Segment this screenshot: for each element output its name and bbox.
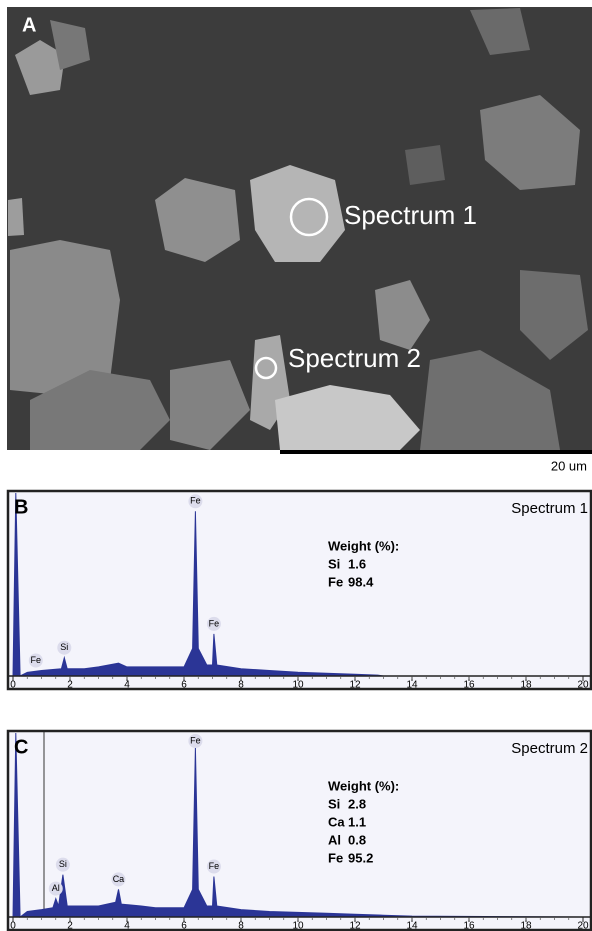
x-tick-label: 14 <box>406 680 418 691</box>
panel-frame <box>6 729 592 931</box>
x-tick-label: 18 <box>520 921 532 931</box>
spectrum-area <box>12 492 583 677</box>
peak-label: Fe <box>209 861 220 871</box>
x-tick-label: 12 <box>349 921 361 931</box>
weight-value: 0.8 <box>348 832 366 847</box>
peak-label-bubble <box>111 872 126 887</box>
x-tick-label: 4 <box>124 921 130 931</box>
spot-label: Spectrum 2 <box>288 343 421 373</box>
peak-label-bubble <box>206 859 221 874</box>
peak-label-bubble <box>188 494 203 509</box>
peak-label: Fe <box>209 618 220 628</box>
x-tick-label: 12 <box>349 680 361 691</box>
spectrum-title: Spectrum 1 <box>511 500 588 517</box>
x-tick-label: 16 <box>463 921 475 931</box>
spectrum-area <box>12 732 584 918</box>
weight-value: 98.4 <box>348 574 374 589</box>
weight-value: 1.6 <box>348 556 366 571</box>
panel-label: C <box>14 736 28 758</box>
spectrum-title: Spectrum 2 <box>511 740 588 757</box>
peak-label: Si <box>60 642 68 652</box>
spot-label: Spectrum 1 <box>344 200 477 230</box>
scale-bar-label: 20 um <box>551 458 587 473</box>
peak-label: Al <box>52 883 60 893</box>
weight-element: Fe <box>328 574 343 589</box>
weight-element: Al <box>328 832 341 847</box>
x-tick-label: 20 <box>577 680 589 691</box>
peak-label: Fe <box>31 655 42 665</box>
x-tick-label: 8 <box>238 680 244 691</box>
x-tick-label: 4 <box>124 680 130 691</box>
weight-element: Si <box>328 556 340 571</box>
panel-frame <box>6 489 592 691</box>
panel-label: B <box>14 496 28 518</box>
x-tick-label: 0 <box>10 680 16 691</box>
weight-value: 2.8 <box>348 796 366 811</box>
x-tick-label: 0 <box>10 921 16 931</box>
scale-bar <box>280 450 592 454</box>
weight-value: 95.2 <box>348 850 373 865</box>
peak-label: Si <box>59 859 67 869</box>
peak-label: Fe <box>190 735 201 745</box>
peak-label: Ca <box>113 874 125 884</box>
peak-label-bubble <box>28 653 43 668</box>
x-tick-label: 8 <box>238 921 244 931</box>
x-tick-label: 2 <box>67 921 73 931</box>
x-tick-label: 20 <box>577 921 589 931</box>
weight-title: Weight (%): <box>328 538 399 553</box>
peak-label-bubble <box>188 734 203 748</box>
weight-element: Ca <box>328 814 345 829</box>
peak-label-bubble <box>55 857 70 872</box>
x-tick-label: 14 <box>406 921 418 931</box>
x-tick-label: 16 <box>463 680 475 691</box>
panel-label: A <box>22 14 36 36</box>
x-tick-label: 10 <box>292 680 304 691</box>
x-tick-label: 6 <box>181 921 187 931</box>
weight-element: Si <box>328 796 340 811</box>
x-tick-label: 10 <box>292 921 304 931</box>
peak-label-bubble <box>48 881 63 896</box>
x-tick-label: 6 <box>181 680 187 691</box>
peak-label: Fe <box>190 496 201 506</box>
weight-value: 1.1 <box>348 814 366 829</box>
x-tick-label: 2 <box>67 680 73 691</box>
peak-label-bubble <box>57 640 72 655</box>
weight-element: Fe <box>328 850 343 865</box>
x-tick-label: 18 <box>520 680 532 691</box>
weight-title: Weight (%): <box>328 778 399 793</box>
peak-label-bubble <box>206 616 221 631</box>
sem-image <box>7 7 592 450</box>
